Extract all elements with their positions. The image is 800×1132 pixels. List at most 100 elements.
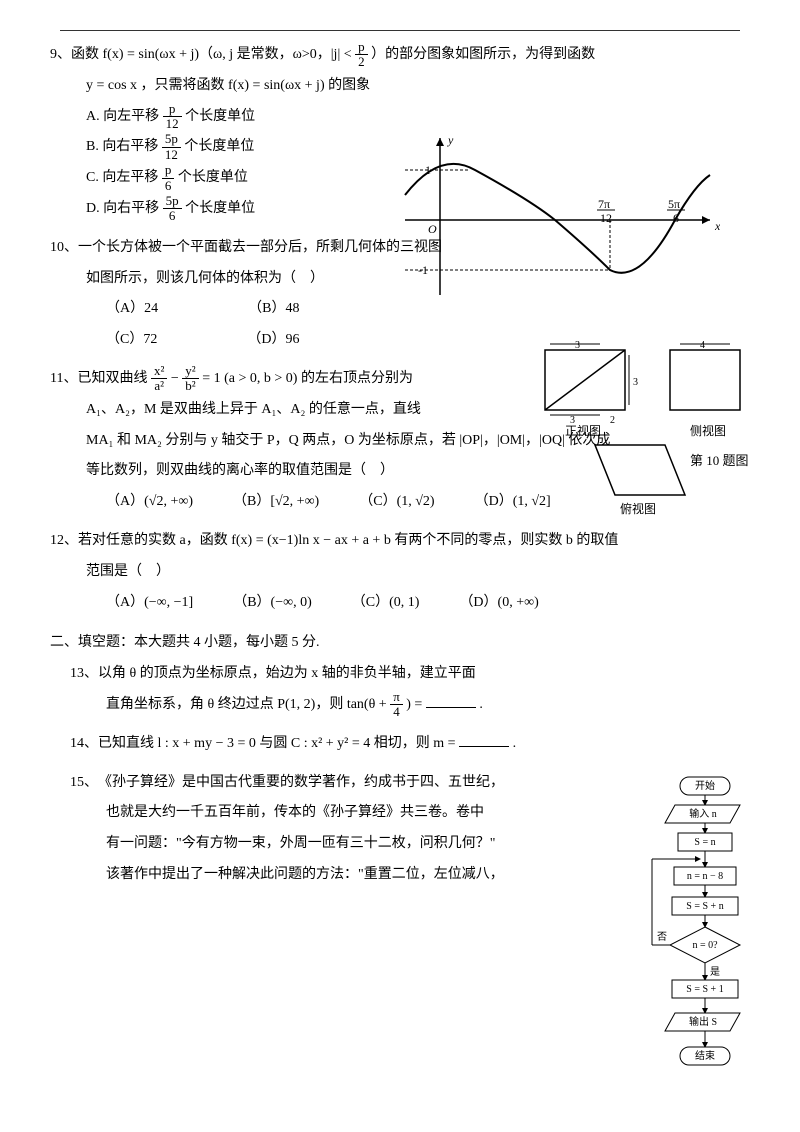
fd: 6 — [163, 209, 182, 223]
q11-stem1: 已知双曲线 x²a² − y²b² = 1 (a > 0, b > 0) 的左右… — [77, 364, 412, 395]
q11-optC: （C）(1, √2) — [359, 487, 434, 518]
optD-pre: D. 向右平移 — [86, 201, 163, 216]
svg-text:否: 否 — [657, 931, 667, 943]
page-top-rule — [60, 30, 740, 31]
minus: − — [171, 371, 182, 386]
frac-n: p — [355, 40, 368, 55]
top-label: 俯视图 — [620, 501, 656, 516]
q9-stem1: 函数 f(x) = sin(ωx + j)（ω, j 是常数，ω>0，|j| <… — [71, 40, 595, 71]
svg-text:4: 4 — [700, 340, 705, 351]
q11-optB: （B）[√2, +∞) — [233, 487, 319, 518]
q9-num: 9、 — [50, 40, 71, 71]
q12-optA: （A）(−∞, −1] — [106, 588, 193, 619]
fn: y² — [182, 364, 198, 379]
q9-frac: p 2 — [355, 40, 368, 70]
q11-s1a: 已知双曲线 — [77, 371, 151, 386]
page-content: 9、 函数 f(x) = sin(ωx + j)（ω, j 是常数，ω>0，|j… — [50, 40, 750, 891]
q10-caption: 第 10 题图 — [690, 453, 749, 468]
q10-optA: （A）24 — [106, 294, 158, 325]
fn: p — [162, 163, 175, 178]
fd: a² — [151, 379, 167, 393]
front-label: 正视图 — [565, 423, 601, 438]
q14-text: 已知直线 l : x + my − 3 = 0 与圆 C : x² + y² =… — [98, 736, 459, 751]
q11-optA: （A）(√2, +∞) — [106, 487, 193, 518]
fn: x² — [151, 364, 167, 379]
q13-stem1: 以角 θ 的顶点为坐标原点，始边为 x 轴的非负半轴，建立平面 — [98, 659, 476, 690]
svg-text:S = S + 1: S = S + 1 — [686, 984, 723, 995]
svg-text:O: O — [428, 222, 437, 236]
fn: 5p — [163, 194, 182, 209]
optA-post: 个长度单位 — [185, 109, 255, 124]
svg-text:5π: 5π — [668, 197, 680, 211]
optD-post: 个长度单位 — [185, 201, 255, 216]
q12-optD: （D）(0, +∞) — [459, 588, 538, 619]
svg-text:x: x — [714, 219, 720, 233]
q10-optD: （D）96 — [247, 325, 299, 356]
side-label: 侧视图 — [690, 423, 726, 438]
q9-opts: A. 向左平移 p12 个长度单位 B. 向右平移 5p12 个长度单位 C. … — [50, 102, 370, 225]
fd: b² — [182, 379, 198, 393]
svg-text:7π: 7π — [598, 197, 610, 211]
fn: p — [163, 102, 182, 117]
q9-optC: C. 向左平移 p6 个长度单位 — [86, 163, 370, 194]
question-14: 14、 已知直线 l : x + my − 3 = 0 与圆 C : x² + … — [50, 729, 750, 760]
q11-num: 11、 — [50, 364, 77, 395]
svg-text:n = 0?: n = 0? — [692, 940, 718, 951]
svg-text:-1: -1 — [418, 263, 428, 277]
fd: 4 — [390, 705, 403, 719]
fd: 6 — [162, 179, 175, 193]
q11-s1b: (a > 0, b > 0) 的左右顶点分别为 — [224, 371, 413, 386]
section-2-header: 二、填空题：本大题共 4 小题，每小题 5 分. — [50, 628, 750, 659]
optA-pre: A. 向左平移 — [86, 109, 163, 124]
q10-stem1: 一个长方体被一个平面截去一部分后，所剩几何体的三视图 — [78, 233, 442, 264]
q12-optC: （C）(0, 1) — [352, 588, 420, 619]
q9-optA: A. 向左平移 p12 个长度单位 — [86, 102, 370, 133]
svg-text:开始: 开始 — [695, 779, 715, 792]
q10-num: 10、 — [50, 233, 78, 264]
q13-s2a: 直角坐标系，角 θ 终边过点 P(1, 2)，则 tan(θ + — [106, 697, 390, 712]
optC-post: 个长度单位 — [178, 170, 248, 185]
q13-s2b: ) = — [406, 697, 426, 712]
svg-text:y: y — [447, 133, 454, 147]
svg-text:是: 是 — [710, 966, 720, 978]
q10-optB: （B）48 — [248, 294, 299, 325]
fn: π — [390, 690, 403, 705]
fn: 5p — [162, 132, 181, 147]
svg-text:输入 n: 输入 n — [689, 807, 717, 820]
optB-pre: B. 向右平移 — [86, 139, 162, 154]
svg-text:结束: 结束 — [695, 1049, 715, 1062]
fd: 12 — [163, 117, 182, 131]
q9-stem1b: ）的部分图象如图所示，为得到函数 — [371, 47, 595, 62]
optC-pre: C. 向左平移 — [86, 170, 162, 185]
svg-text:3: 3 — [633, 377, 638, 388]
blank-14 — [459, 733, 509, 747]
fd: 12 — [162, 148, 181, 162]
q13-num: 13、 — [70, 659, 98, 690]
optB-post: 个长度单位 — [184, 139, 254, 154]
q14-stem: 已知直线 l : x + my − 3 = 0 与圆 C : x² + y² =… — [98, 729, 516, 760]
q13-stem2: 直角坐标系，角 θ 终边过点 P(1, 2)，则 tan(θ + π4 ) = … — [70, 690, 750, 721]
q14-num: 14、 — [70, 729, 98, 760]
q15-flowchart: 开始 输入 n S = n n = n − 8 S = S + n n = 0?… — [640, 775, 770, 1105]
svg-text:12: 12 — [600, 211, 612, 225]
q15-num: 15、 — [70, 768, 98, 799]
svg-text:S = n: S = n — [694, 837, 715, 848]
q12-optB: （B）(−∞, 0) — [233, 588, 312, 619]
q10-optC: （C）72 — [106, 325, 157, 356]
question-13: 13、 以角 θ 的顶点为坐标原点，始边为 x 轴的非负半轴，建立平面 直角坐标… — [50, 659, 750, 721]
q9-optD: D. 向右平移 5p6 个长度单位 — [86, 194, 370, 225]
q9-stem1a: 函数 f(x) = sin(ωx + j)（ω, j 是常数，ω>0，|j| < — [71, 47, 355, 62]
q12-stem2: 范围是（ ） — [50, 557, 750, 588]
q9-optB: B. 向右平移 5p12 个长度单位 — [86, 132, 370, 163]
q10-three-views: 3 3 2 3 正视图 4 侧视图 俯视图 第 10 题图 — [540, 335, 760, 535]
eq: = 1 — [202, 371, 220, 386]
question-12: 12、 若对任意的实数 a，函数 f(x) = (x−1)ln x − ax +… — [50, 526, 750, 618]
blank-13 — [426, 694, 476, 708]
svg-text:n = n − 8: n = n − 8 — [687, 871, 723, 882]
q9-sine-graph: x y O 1 -1 7π 12 5π 6 — [400, 130, 720, 300]
q9-stem2: y = cos x ，只需将函数 f(x) = sin(ωx + j) 的图象 — [50, 71, 750, 102]
q12-num: 12、 — [50, 526, 78, 557]
svg-text:3: 3 — [575, 340, 580, 351]
frac-d: 2 — [355, 55, 368, 69]
svg-text:输出 S: 输出 S — [689, 1015, 717, 1028]
